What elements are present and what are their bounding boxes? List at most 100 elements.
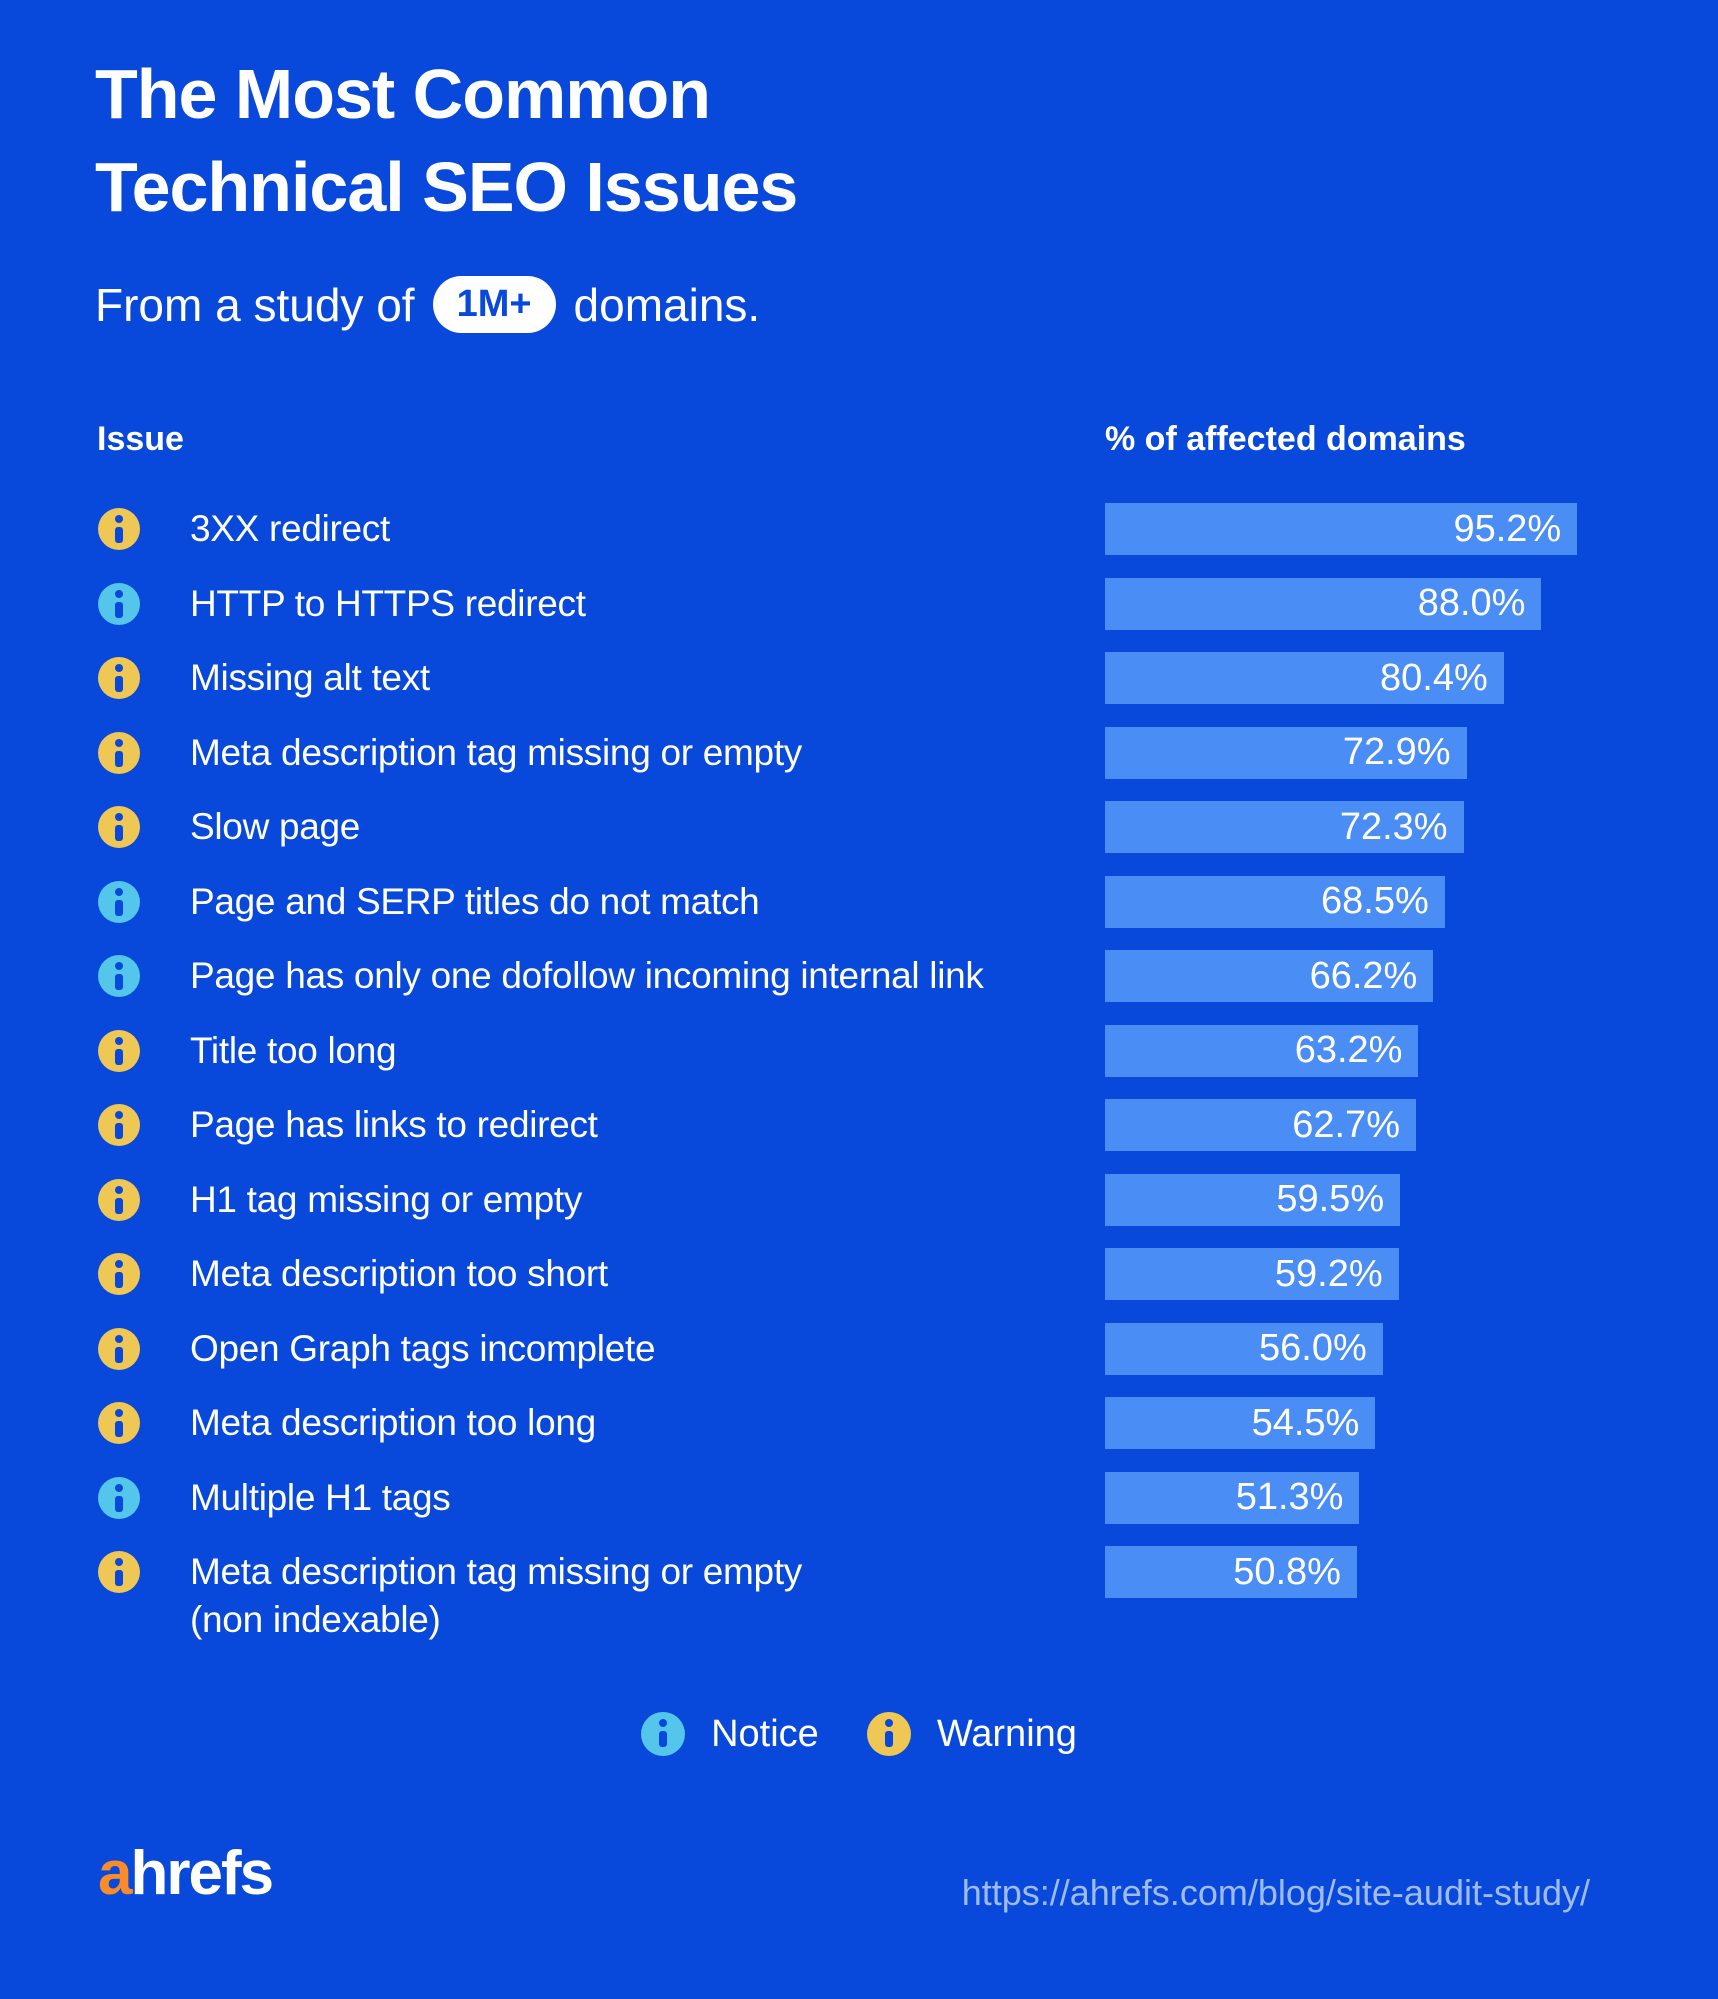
warning-icon bbox=[98, 731, 140, 774]
bar-value-label: 80.4% bbox=[1380, 656, 1488, 699]
issue-label: Meta description tag missing or empty (n… bbox=[190, 1551, 802, 1640]
page-title-line1: The Most Common bbox=[95, 55, 711, 133]
issue-row: H1 tag missing or empty 59.5% bbox=[0, 1173, 1718, 1226]
bar-track: 51.3% bbox=[1105, 1471, 1601, 1524]
notice-icon bbox=[641, 1712, 686, 1756]
bar-track: 72.3% bbox=[1105, 801, 1601, 853]
subtitle-suffix: domains. bbox=[573, 278, 761, 331]
bar: 62.7% bbox=[1105, 1099, 1416, 1151]
bar-track: 62.7% bbox=[1105, 1099, 1601, 1151]
column-header-issue: Issue bbox=[97, 420, 184, 458]
ahrefs-logo: ahrefs bbox=[98, 1838, 274, 1909]
issue-row: Multiple H1 tags 51.3% bbox=[0, 1471, 1718, 1524]
bar: 59.5% bbox=[1105, 1173, 1401, 1226]
issue-row: Title too long 63.2% bbox=[0, 1024, 1718, 1077]
issue-label: Slow page bbox=[190, 806, 361, 847]
notice-icon bbox=[98, 1476, 140, 1519]
bar-value-label: 54.5% bbox=[1251, 1401, 1360, 1444]
warning-icon bbox=[98, 1029, 140, 1072]
bar-value-label: 88.0% bbox=[1417, 582, 1526, 624]
bar: 80.4% bbox=[1105, 652, 1504, 704]
legend-item-notice: Notice bbox=[641, 1712, 819, 1756]
issue-label: Multiple H1 tags bbox=[190, 1476, 451, 1518]
issue-label: Title too long bbox=[190, 1029, 397, 1071]
issue-row: 3XX redirect 95.2% bbox=[0, 503, 1718, 555]
warning-icon bbox=[98, 657, 140, 699]
bar: 72.9% bbox=[1105, 726, 1467, 779]
bar-track: 88.0% bbox=[1105, 577, 1601, 630]
issue-label: H1 tag missing or empty bbox=[190, 1178, 583, 1220]
subtitle: From a study of 1M+ domains. bbox=[95, 276, 760, 333]
bar: 66.2% bbox=[1105, 950, 1434, 1002]
notice-icon bbox=[98, 880, 140, 923]
warning-icon bbox=[98, 1253, 140, 1295]
issue-label: Meta description too long bbox=[190, 1402, 596, 1443]
source-url: https://ahrefs.com/blog/site-audit-study… bbox=[961, 1872, 1590, 1913]
issue-row: HTTP to HTTPS redirect 88.0% bbox=[0, 577, 1718, 630]
page-title: The Most Common Technical SEO Issues bbox=[95, 48, 798, 234]
bar: 56.0% bbox=[1105, 1322, 1383, 1375]
warning-icon bbox=[98, 1551, 140, 1593]
bar-track: 50.8% bbox=[1105, 1546, 1601, 1598]
issue-label: Meta description too short bbox=[190, 1253, 608, 1294]
bar-value-label: 51.3% bbox=[1235, 1476, 1344, 1518]
legend-notice-label: Notice bbox=[711, 1712, 819, 1755]
column-header-percent: % of affected domains bbox=[1105, 420, 1466, 458]
bar-value-label: 59.2% bbox=[1274, 1252, 1383, 1295]
bar-value-label: 68.5% bbox=[1321, 880, 1429, 922]
bar: 63.2% bbox=[1105, 1024, 1419, 1077]
issue-row: Page and SERP titles do not match 68.5% bbox=[0, 875, 1718, 928]
bar-track: 63.2% bbox=[1105, 1024, 1601, 1077]
bar-value-label: 66.2% bbox=[1309, 954, 1418, 997]
issue-label: Missing alt text bbox=[190, 657, 430, 698]
issue-label: Page has links to redirect bbox=[190, 1104, 598, 1145]
issue-label: Page and SERP titles do not match bbox=[190, 880, 760, 922]
issue-row: Slow page 72.3% bbox=[0, 801, 1718, 853]
bar-value-label: 63.2% bbox=[1294, 1029, 1403, 1071]
issue-row: Page has links to redirect 62.7% bbox=[0, 1099, 1718, 1151]
bar-track: 56.0% bbox=[1105, 1322, 1601, 1375]
notice-icon bbox=[98, 955, 140, 997]
bar-value-label: 72.9% bbox=[1342, 731, 1451, 773]
bar-value-label: 56.0% bbox=[1259, 1327, 1367, 1369]
warning-icon bbox=[98, 1327, 140, 1370]
bar: 72.3% bbox=[1105, 801, 1464, 853]
warning-icon bbox=[98, 508, 140, 550]
bar-track: 72.9% bbox=[1105, 726, 1601, 779]
warning-icon bbox=[98, 1178, 140, 1221]
bar-track: 59.2% bbox=[1105, 1248, 1601, 1300]
bar-value-label: 72.3% bbox=[1339, 805, 1448, 848]
issue-row: Meta description too short 59.2% bbox=[0, 1248, 1718, 1300]
warning-icon bbox=[866, 1712, 911, 1756]
issue-row: Meta description too long 54.5% bbox=[0, 1397, 1718, 1449]
issue-label: Open Graph tags incomplete bbox=[190, 1327, 656, 1369]
bar-track: 66.2% bbox=[1105, 950, 1601, 1002]
subtitle-prefix: From a study of bbox=[95, 278, 415, 331]
issue-row: Open Graph tags incomplete 56.0% bbox=[0, 1322, 1718, 1375]
legend-item-warning: Warning bbox=[866, 1712, 1077, 1756]
legend: Notice Warning bbox=[0, 1712, 1718, 1756]
legend-warning-label: Warning bbox=[936, 1712, 1077, 1755]
issue-label: HTTP to HTTPS redirect bbox=[190, 582, 586, 624]
ahrefs-logo-a: a bbox=[98, 1839, 133, 1908]
bar-track: 59.5% bbox=[1105, 1173, 1601, 1226]
domains-count-badge: 1M+ bbox=[432, 276, 556, 333]
bar: 54.5% bbox=[1105, 1397, 1376, 1449]
bar-value-label: 95.2% bbox=[1453, 507, 1562, 550]
issue-row: Page has only one dofollow incoming inte… bbox=[0, 950, 1718, 1002]
bar: 95.2% bbox=[1105, 503, 1578, 555]
issue-row: Meta description tag missing or empty 72… bbox=[0, 726, 1718, 779]
issue-label: Meta description tag missing or empty bbox=[190, 731, 802, 773]
issue-row: Meta description tag missing or empty (n… bbox=[0, 1546, 1718, 1640]
ahrefs-logo-rest: hrefs bbox=[130, 1839, 274, 1908]
issue-label: Page has only one dofollow incoming inte… bbox=[190, 955, 984, 996]
bar-value-label: 50.8% bbox=[1233, 1550, 1341, 1593]
bar-value-label: 62.7% bbox=[1292, 1103, 1400, 1146]
bar-track: 95.2% bbox=[1105, 503, 1601, 555]
warning-icon bbox=[98, 1104, 140, 1146]
page-title-line2: Technical SEO Issues bbox=[95, 148, 798, 226]
warning-icon bbox=[98, 1402, 140, 1444]
issue-row: Missing alt text 80.4% bbox=[0, 652, 1718, 704]
bar-track: 68.5% bbox=[1105, 875, 1601, 928]
